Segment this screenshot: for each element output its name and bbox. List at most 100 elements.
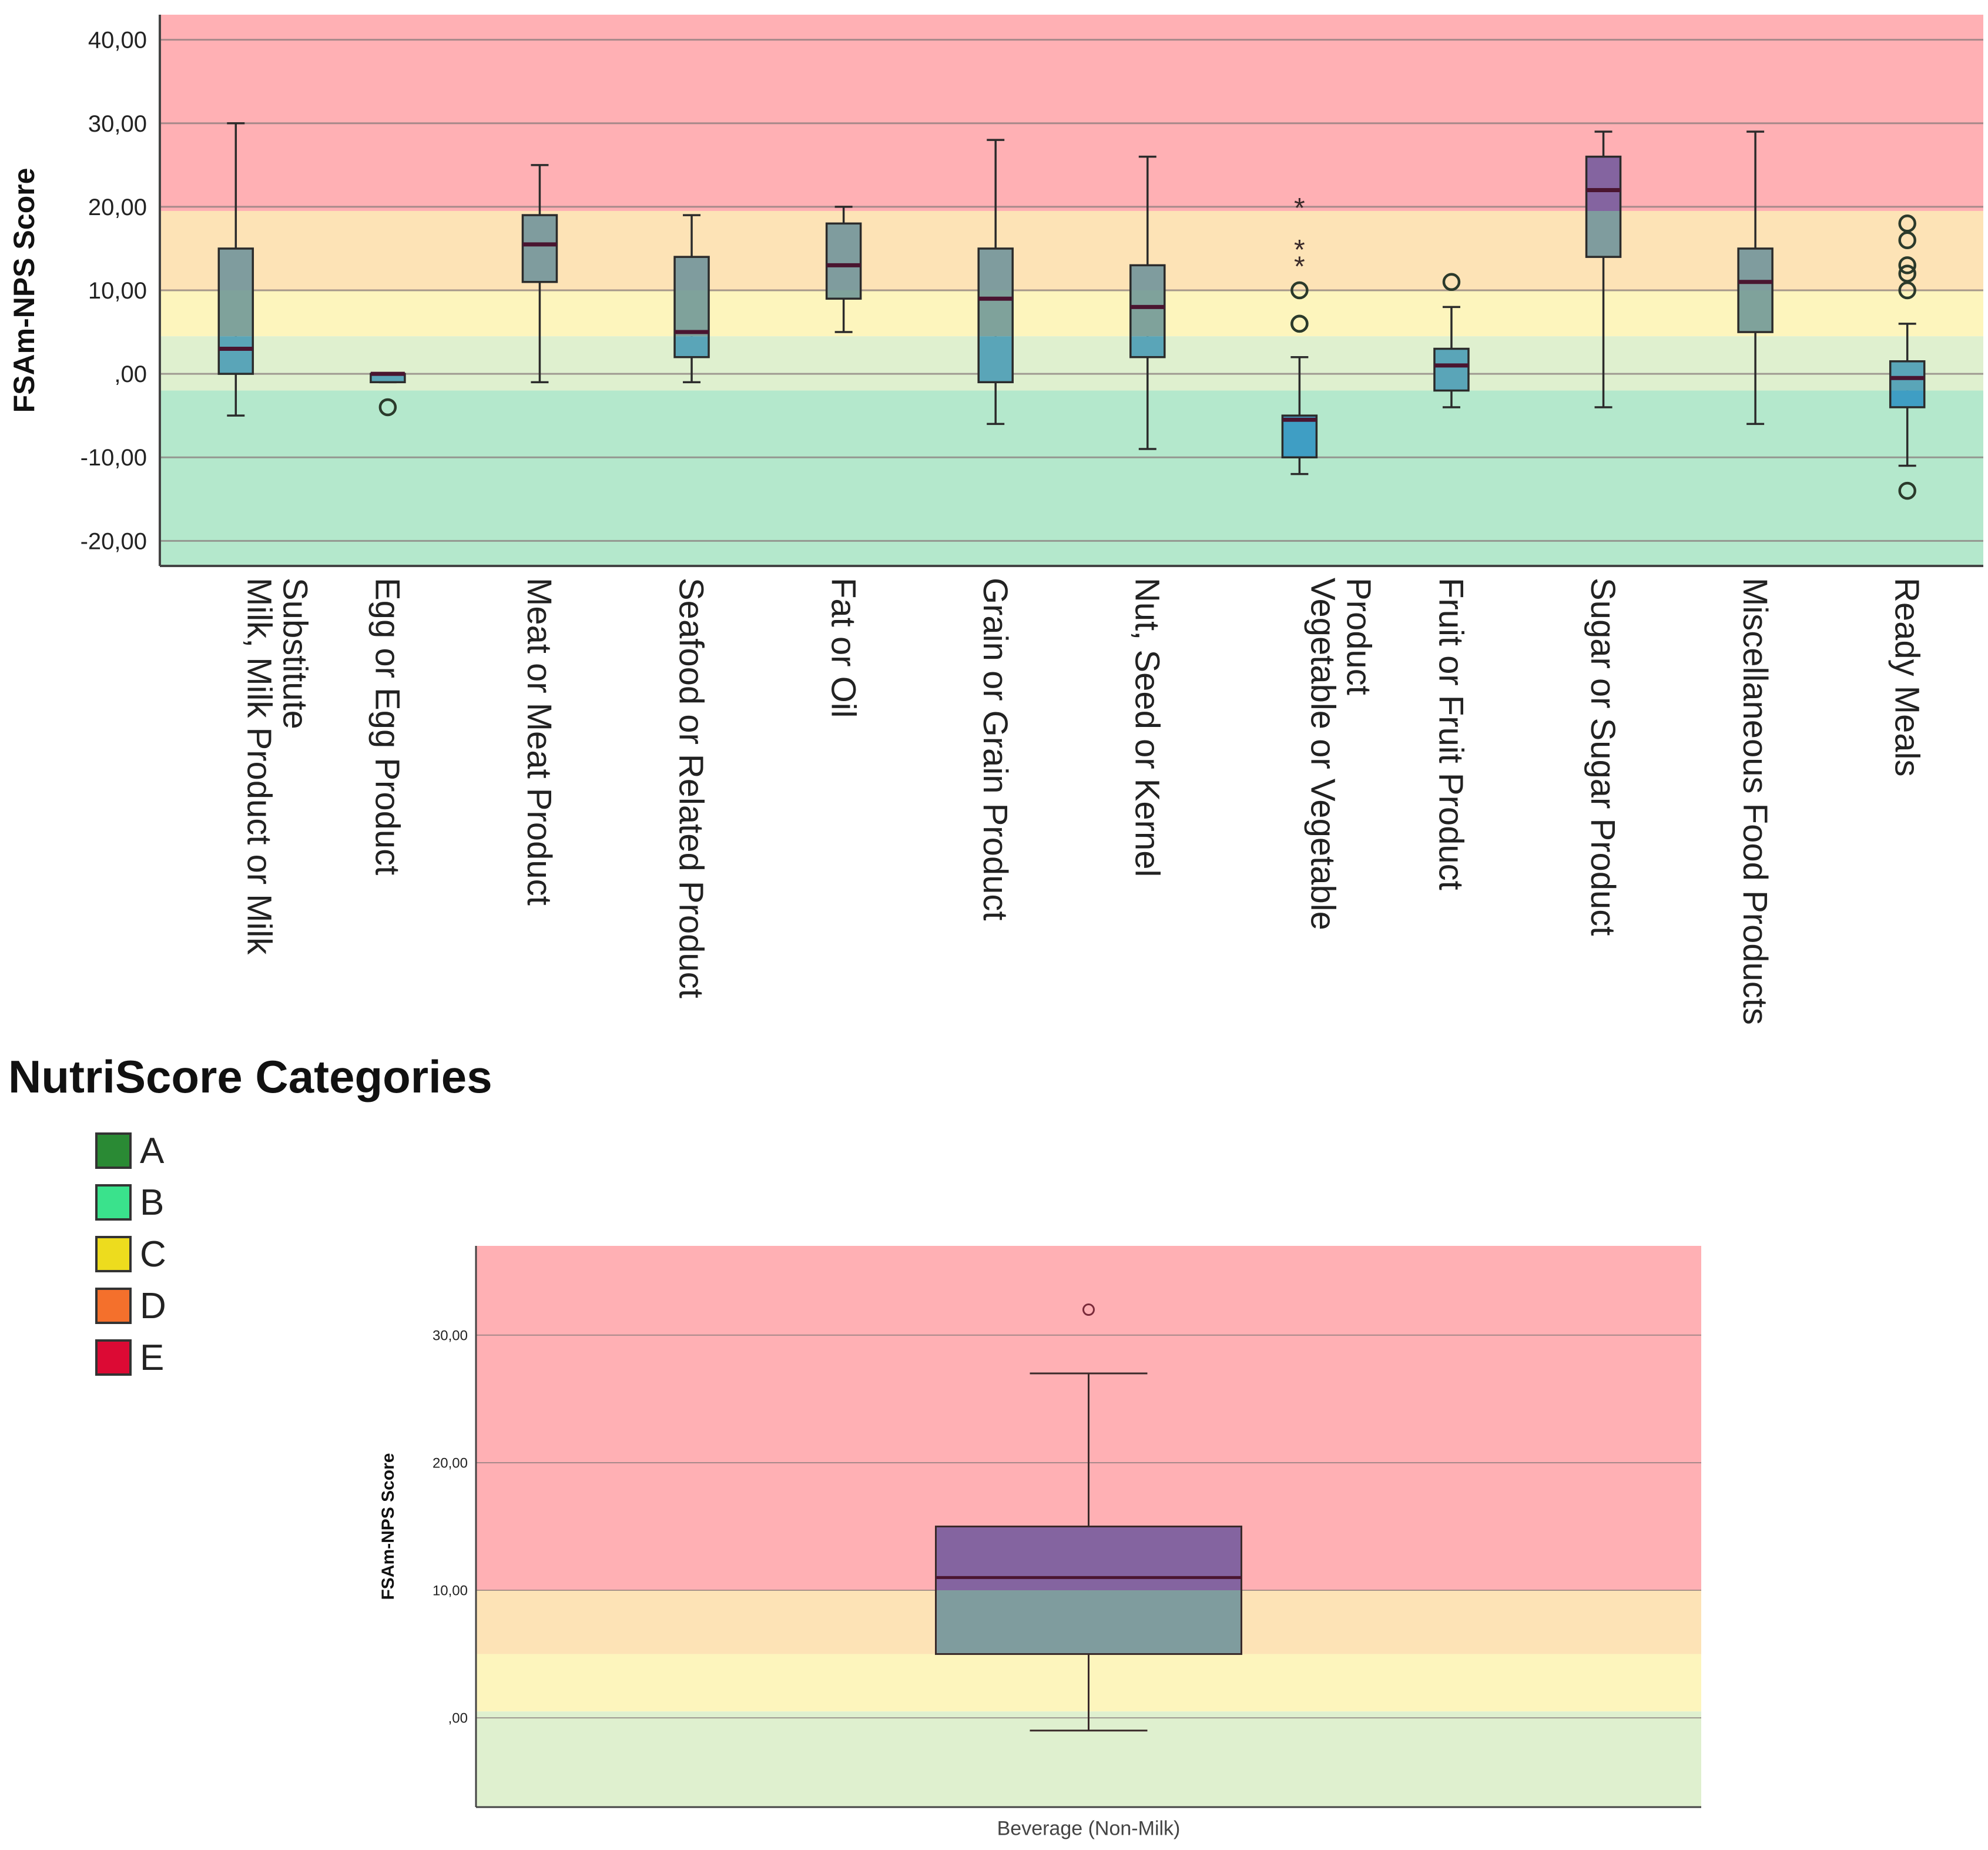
band-a <box>160 390 1983 566</box>
legend-items: A B C D E <box>95 1125 492 1383</box>
box-segment-d <box>978 248 1013 290</box>
legend-label-b: B <box>140 1182 165 1223</box>
y-tick-label: ,00 <box>114 361 147 387</box>
box-segment-d <box>1738 248 1773 290</box>
x-tick-label: Sugar or Sugar Product <box>1584 578 1622 936</box>
legend-label-d: D <box>140 1285 166 1326</box>
box-segment-d <box>675 257 709 290</box>
x-tick-label-line: Nut, Seed or Kernel <box>1128 578 1166 877</box>
legend-swatch-b <box>95 1184 132 1221</box>
outlier-point <box>1898 281 1916 300</box>
legend-item-e: E <box>95 1332 492 1383</box>
x-tick-label: Milk, Milk Product or MilkSubstitute <box>240 578 314 955</box>
outlier-point <box>1442 273 1461 291</box>
box-segment-c <box>1130 290 1165 337</box>
outlier-point <box>1898 231 1916 249</box>
band-c <box>476 1654 1701 1712</box>
box-segment-d <box>219 248 253 290</box>
box-egg-or-egg-product <box>370 371 406 417</box>
x-tick-label-line: Fat or Oil <box>824 578 862 718</box>
x-tick-label-line: Miscellaneous Food Products <box>1736 578 1774 1025</box>
extreme-point: * <box>1294 193 1305 224</box>
x-tick-label: Meat or Meat Product <box>520 578 558 906</box>
x-tick-label: Egg or Egg Product <box>368 578 407 875</box>
box-segment-c <box>1738 290 1773 333</box>
box-seafood-or-related-product <box>673 214 710 384</box>
y-tick-label: 30,00 <box>88 111 147 137</box>
box-fat-or-oil <box>825 206 862 333</box>
legend-item-b: B <box>95 1177 492 1228</box>
box-meat-or-meat-product <box>521 164 558 384</box>
y-tick-label: 40,00 <box>88 28 147 53</box>
box-outline <box>1129 264 1166 358</box>
box-ready-meals <box>1889 215 1926 500</box>
box-outline <box>1889 360 1926 408</box>
box-segment-d <box>522 215 557 282</box>
legend-item-a: A <box>95 1125 492 1177</box>
x-tick-label: Seafood or Related Product <box>672 578 710 998</box>
outlier-point <box>378 398 397 417</box>
band-d <box>476 1590 1701 1654</box>
band-b <box>160 336 1983 391</box>
y-axis-label: FSAm-NPS Score <box>378 1453 398 1600</box>
box-beverage-non-milk <box>935 1303 1242 1732</box>
band-d <box>160 210 1983 290</box>
box-segment-e <box>1586 156 1621 211</box>
outlier-point <box>1898 481 1916 500</box>
outlier-point <box>1290 314 1309 333</box>
x-tick-label-line: Fruit or Fruit Product <box>1432 578 1470 890</box>
band-b <box>476 1711 1701 1807</box>
legend-swatch-d <box>95 1288 132 1324</box>
x-tick-label: Fat or Oil <box>824 578 862 718</box>
x-tick-label: Fruit or Fruit Product <box>1432 578 1470 890</box>
x-tick-label-line: Product <box>1340 578 1378 695</box>
x-tick-label: Nut, Seed or Kernel <box>1128 578 1166 877</box>
x-tick-label: Miscellaneous Food Products <box>1736 578 1774 1025</box>
legend-swatch-e <box>95 1339 132 1376</box>
legend-label-c: C <box>140 1234 166 1275</box>
box-outline <box>217 247 254 375</box>
y-tick-label: 10,00 <box>88 278 147 304</box>
legend-swatch-a <box>95 1132 132 1169</box>
box-segment-d <box>826 223 861 290</box>
outlier-point <box>1898 264 1916 283</box>
extreme-point: * <box>1294 252 1305 283</box>
box-segment-c <box>219 290 253 337</box>
outlier-point <box>1898 215 1916 233</box>
box-fruit-or-fruit-product <box>1433 273 1470 408</box>
box-milk-milk-product-or-milk-substitute <box>217 122 254 417</box>
x-tick-label-line: Substitute <box>276 578 314 729</box>
box-outline <box>1281 414 1318 458</box>
legend-label-a: A <box>140 1130 165 1171</box>
box-miscellaneous-food-products <box>1737 130 1774 425</box>
box-segment-d <box>1130 265 1165 290</box>
box-segment-b <box>1434 348 1469 391</box>
y-tick-label: 20,00 <box>433 1455 468 1471</box>
x-tick-label-line: Egg or Egg Product <box>368 578 407 875</box>
box-outline <box>673 256 710 358</box>
box-segment-b <box>370 374 405 383</box>
box-outline <box>521 214 558 283</box>
y-tick-label: 20,00 <box>88 195 147 220</box>
box-outline <box>825 222 862 300</box>
y-tick-label: 10,00 <box>433 1583 468 1598</box>
main-boxplot-chart: 40,00 30,00 20,00 10,00 ,00 -10,00 -20,00 FSAm-… <box>8 15 1983 1025</box>
band-e <box>160 15 1983 211</box>
box-segment-b <box>978 336 1013 383</box>
box-segment-c <box>826 290 861 299</box>
box-segment-b <box>1890 361 1925 391</box>
box-segment-d <box>936 1590 1242 1654</box>
extreme-point: * <box>1294 234 1305 266</box>
box-segment-e <box>936 1526 1242 1591</box>
box-segment-b <box>675 336 709 357</box>
box-outline <box>1585 155 1622 258</box>
legend-item-d: D <box>95 1280 492 1332</box>
x-tick-label: Ready Meals <box>1888 578 1926 776</box>
y-tick-label: -10,00 <box>81 445 147 471</box>
y-axis-label: FSAm-NPS Score <box>8 168 41 413</box>
legend-item-c: C <box>95 1228 492 1280</box>
outlier-point <box>1082 1303 1095 1316</box>
box-segment-b <box>1130 336 1165 357</box>
x-tick-label: Vegetable or VegetableProduct <box>1304 578 1378 930</box>
box-nut-seed-or-kernel <box>1129 155 1166 450</box>
